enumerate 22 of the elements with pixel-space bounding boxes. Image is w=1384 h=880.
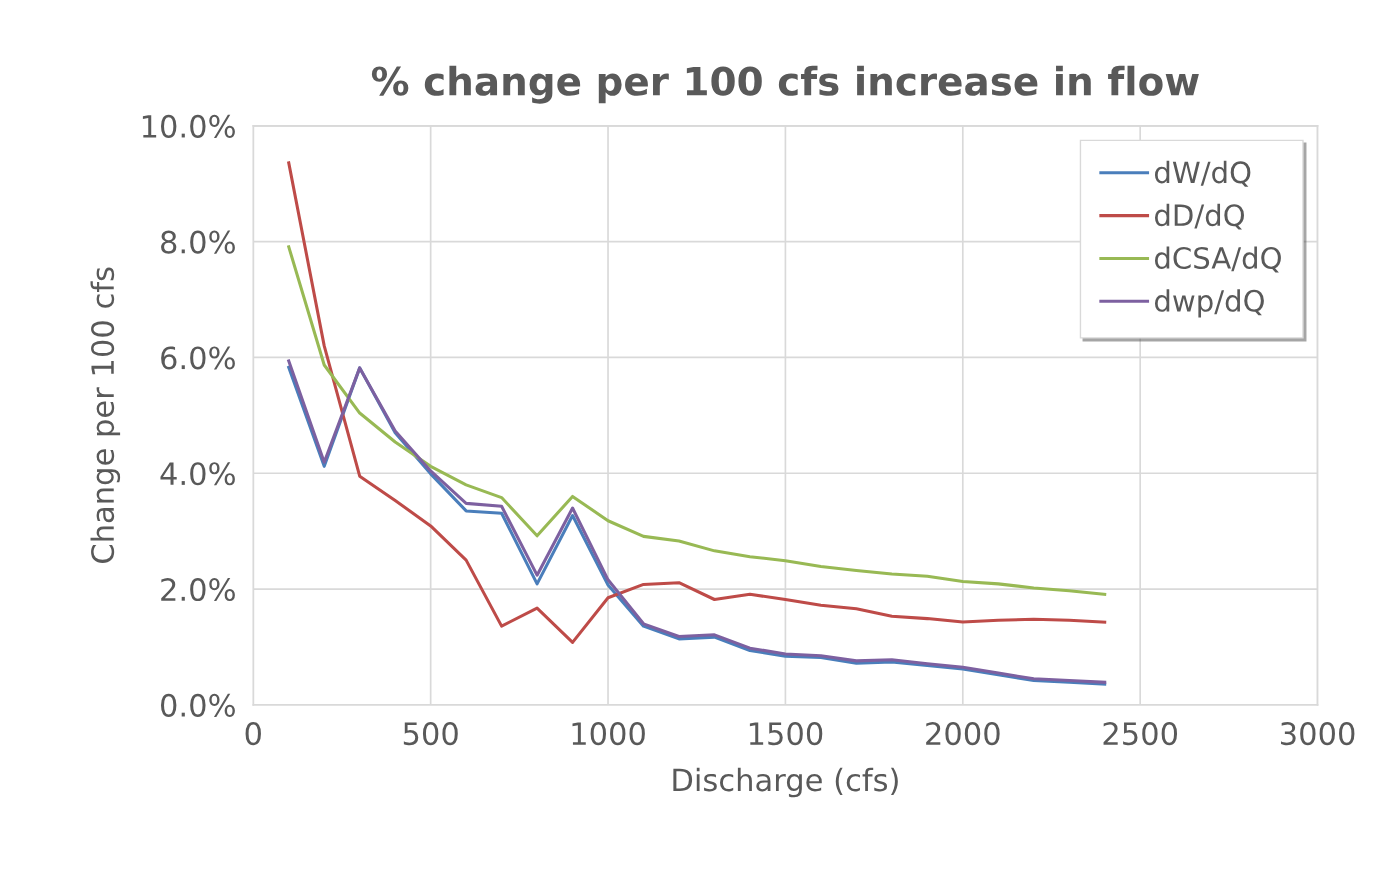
- x-tick-label: 3000: [1281, 722, 1355, 746]
- line-series: [287, 245, 1107, 596]
- x-axis-title: Discharge (cfs): [673, 767, 898, 798]
- legend-label: dwp/dQ: [1154, 289, 1264, 318]
- x-tick-label: 1500: [749, 722, 823, 746]
- y-tick-label: 6.0%: [161, 346, 235, 370]
- y-axis-title: Change per 100 cfs: [90, 267, 121, 563]
- y-tick-label: 0.0%: [160, 693, 235, 717]
- x-tick-label: 0: [245, 722, 261, 746]
- x-tick-label: 2500: [1103, 722, 1178, 746]
- x-tick-label: 500: [403, 722, 458, 746]
- chart-title: % change per 100 cfs increase in flow: [371, 65, 1199, 104]
- line-series: [287, 161, 1107, 644]
- y-tick-label: 8.0%: [161, 230, 235, 254]
- y-tick-label: 4.0%: [160, 462, 235, 486]
- x-tick-label: 2000: [926, 722, 1000, 746]
- legend-label: dD/dQ: [1154, 203, 1244, 230]
- y-tick-label: 2.0%: [161, 578, 235, 602]
- y-tick-label: 10.0%: [142, 114, 235, 138]
- legend-label: dW/dQ: [1154, 160, 1251, 187]
- legend-label: dCSA/dQ: [1154, 246, 1281, 273]
- x-tick-label: 1000: [572, 722, 645, 746]
